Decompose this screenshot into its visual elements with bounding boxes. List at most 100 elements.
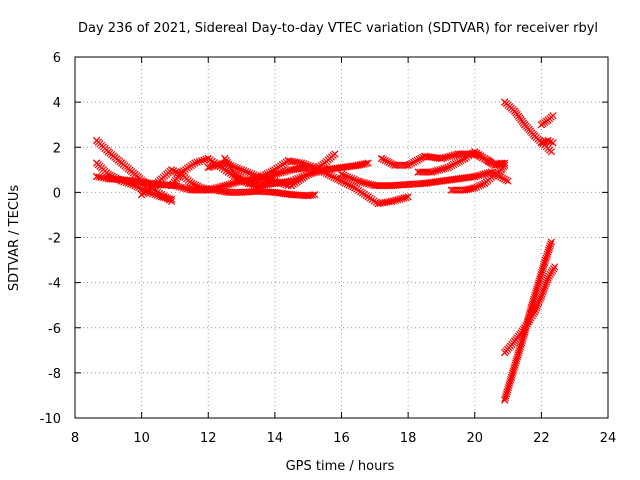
data-point	[374, 200, 382, 208]
data-series	[93, 98, 559, 404]
data-point	[547, 148, 555, 156]
data-point	[221, 154, 229, 163]
data-point	[204, 154, 212, 163]
data-point	[167, 195, 176, 203]
data-point	[93, 172, 101, 181]
y-tick-label: 0	[53, 186, 61, 201]
data-point	[257, 172, 266, 181]
data-point	[311, 191, 319, 199]
data-point	[337, 177, 346, 185]
x-tick-label: 24	[600, 431, 617, 446]
data-point	[187, 179, 196, 187]
y-tick-label: -2	[48, 232, 61, 247]
x-tick-label: 12	[200, 431, 217, 446]
data-point	[544, 136, 552, 145]
y-tick-label: -8	[48, 367, 61, 382]
x-tick-label: 16	[333, 431, 350, 446]
data-point	[287, 191, 296, 199]
data-point	[118, 159, 126, 167]
data-point	[447, 186, 456, 194]
data-point	[461, 186, 469, 194]
data-point	[138, 191, 146, 199]
data-point	[157, 175, 166, 183]
data-point	[121, 176, 129, 184]
data-point	[511, 107, 519, 115]
data-point	[147, 184, 156, 192]
x-tick-label: 22	[533, 431, 550, 446]
x-axis-label: GPS time / hours	[286, 459, 395, 474]
series-track-14	[537, 112, 557, 129]
data-point	[531, 308, 539, 316]
data-point	[404, 180, 412, 189]
data-point	[549, 112, 557, 120]
data-point	[547, 238, 555, 246]
data-point	[271, 188, 279, 196]
data-point	[501, 98, 509, 106]
data-point	[437, 154, 446, 163]
data-point	[421, 179, 429, 187]
data-point	[461, 154, 469, 163]
chart-title: Day 236 of 2021, Sidereal Day-to-day VTE…	[78, 21, 598, 36]
y-tick-label: -4	[48, 277, 61, 292]
data-point	[549, 139, 557, 147]
y-tick-label: 6	[53, 51, 61, 66]
data-point	[224, 188, 232, 196]
data-point	[177, 168, 186, 176]
data-point	[354, 161, 362, 169]
data-point	[351, 184, 359, 192]
data-point	[387, 197, 396, 206]
data-point	[331, 150, 339, 158]
data-point	[481, 179, 489, 187]
data-point	[551, 263, 559, 271]
data-point	[537, 121, 545, 129]
data-point	[437, 177, 446, 185]
data-point	[284, 157, 292, 165]
data-point	[237, 166, 246, 174]
series-track-17	[501, 263, 559, 357]
data-point	[337, 170, 346, 178]
x-tick-label: 10	[133, 431, 150, 446]
x-tick-label: 18	[400, 431, 417, 446]
series-track-8	[287, 150, 339, 190]
data-point	[501, 348, 509, 357]
data-point	[544, 274, 552, 282]
data-point	[471, 172, 479, 181]
series-track-9	[337, 168, 512, 190]
data-point	[167, 181, 176, 190]
data-point	[501, 161, 509, 169]
data-point	[304, 170, 312, 178]
data-point	[364, 193, 372, 201]
data-point	[511, 337, 519, 345]
data-point	[537, 292, 545, 300]
data-point	[287, 181, 296, 190]
data-point	[534, 281, 542, 289]
series-track-15	[537, 136, 557, 147]
data-point	[324, 170, 332, 178]
y-tick-label: -6	[48, 322, 61, 337]
data-point	[391, 161, 399, 169]
data-point	[531, 132, 539, 140]
data-point	[501, 396, 509, 404]
data-point	[387, 181, 396, 190]
y-axis-label: SDTVAR / TECUs	[7, 185, 22, 292]
data-point	[504, 177, 512, 185]
data-point	[537, 139, 545, 147]
series-track-12	[447, 161, 509, 194]
data-point	[321, 159, 329, 167]
data-point	[297, 159, 306, 167]
data-point	[471, 184, 479, 192]
data-point	[187, 186, 196, 194]
data-point	[104, 175, 112, 183]
data-point	[354, 177, 362, 185]
y-tick-label: 2	[53, 141, 61, 156]
data-point	[287, 166, 296, 174]
data-point	[221, 181, 229, 190]
data-point	[337, 163, 346, 172]
data-point	[254, 181, 262, 190]
series-track-4	[138, 166, 319, 200]
data-point	[421, 152, 429, 160]
data-point	[481, 154, 489, 163]
x-tick-label: 8	[71, 431, 79, 446]
data-point	[271, 166, 279, 174]
